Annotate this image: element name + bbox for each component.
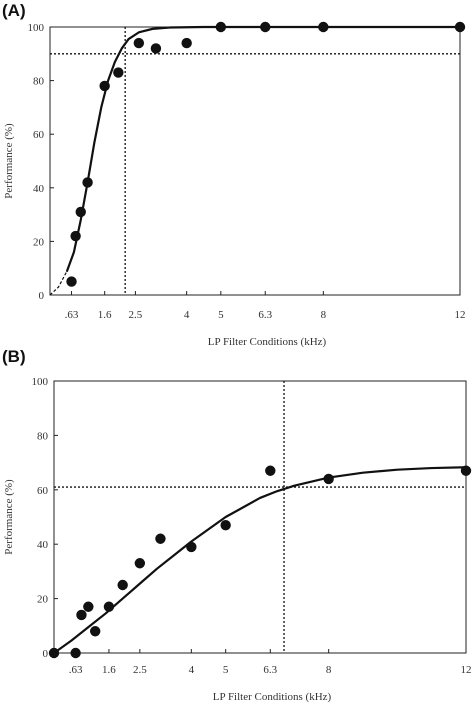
data-point [215,21,227,33]
y-tick-label: 0 [43,648,49,660]
data-point [186,541,197,553]
x-tick-label: 2.5 [129,309,143,321]
data-point [323,473,334,485]
data-point [90,626,101,637]
data-point [70,647,81,659]
x-tick-label: 12 [461,664,472,676]
data-point [103,601,115,612]
data-point [66,276,77,287]
data-point [134,558,146,569]
plot-frame [49,26,461,296]
data-point [181,37,192,49]
x-axis-title: LP Filter Conditions (kHz) [208,336,327,348]
x-tick-label: 6.3 [263,664,277,676]
y-tick-label: 20 [33,236,45,248]
x-tick-label: 2.5 [133,664,147,676]
x-tick-label: 4 [189,664,195,676]
data-point [75,206,86,218]
x-tick-label: 8 [326,664,332,676]
panel-label: (B) [2,347,26,366]
data-point [220,519,231,531]
y-tick-label: 100 [32,376,49,388]
data-point [454,21,466,33]
y-tick-label: 80 [37,430,49,442]
x-tick-label: 1.6 [102,664,116,676]
x-tick-label: 5 [223,664,229,676]
x-tick-label: 1.6 [98,309,112,321]
x-tick-label: 5 [218,309,224,321]
x-tick-label: .63 [69,664,83,676]
x-tick-label: .63 [65,309,79,321]
plot-frame [53,380,467,654]
data-point [99,80,110,92]
data-point [82,177,93,188]
y-tick-label: 60 [33,129,45,141]
data-point [460,465,472,476]
fit-curve [52,466,468,655]
y-axis-title: Performance (%) [3,123,15,199]
chart-panel-1: (A) 0 20 40 60 80 100 .63 1.6 2.5 4 5 6.3 8 12 LP Filte… [2,1,466,348]
x-tick-label: 4 [184,309,190,321]
panel-label: (A) [2,1,26,20]
data-point [150,43,162,54]
data-point [76,609,87,621]
x-tick-label: 12 [455,309,466,321]
x-tick-label: 8 [321,309,327,321]
data-point [318,21,329,33]
fit-curve [65,25,462,272]
y-tick-label: 100 [28,22,45,34]
data-point [117,579,128,591]
data-point [265,465,276,476]
x-axis-title: LP Filter Conditions (kHz) [213,691,332,703]
y-tick-label: 20 [37,594,49,606]
y-axis-title: Performance (%) [3,479,15,555]
y-tick-label: 0 [39,290,45,302]
y-tick-label: 40 [33,183,45,195]
data-point [113,67,124,78]
data-point [260,21,271,33]
y-tick-label: 80 [33,76,45,88]
data-point [48,647,60,659]
x-tick-label: 6.3 [258,309,272,321]
fit-curve-dashed [49,270,68,296]
y-tick-label: 60 [37,485,49,497]
data-point [155,533,166,544]
data-point [133,37,145,49]
y-tick-label: 40 [37,539,49,551]
data-point [83,601,94,612]
chart-panel-2: (B) 0 20 40 60 80 100 .63 1.6 2.5 4 5 6.3 8 12 LP Filte… [2,347,472,703]
data-point [70,230,81,242]
